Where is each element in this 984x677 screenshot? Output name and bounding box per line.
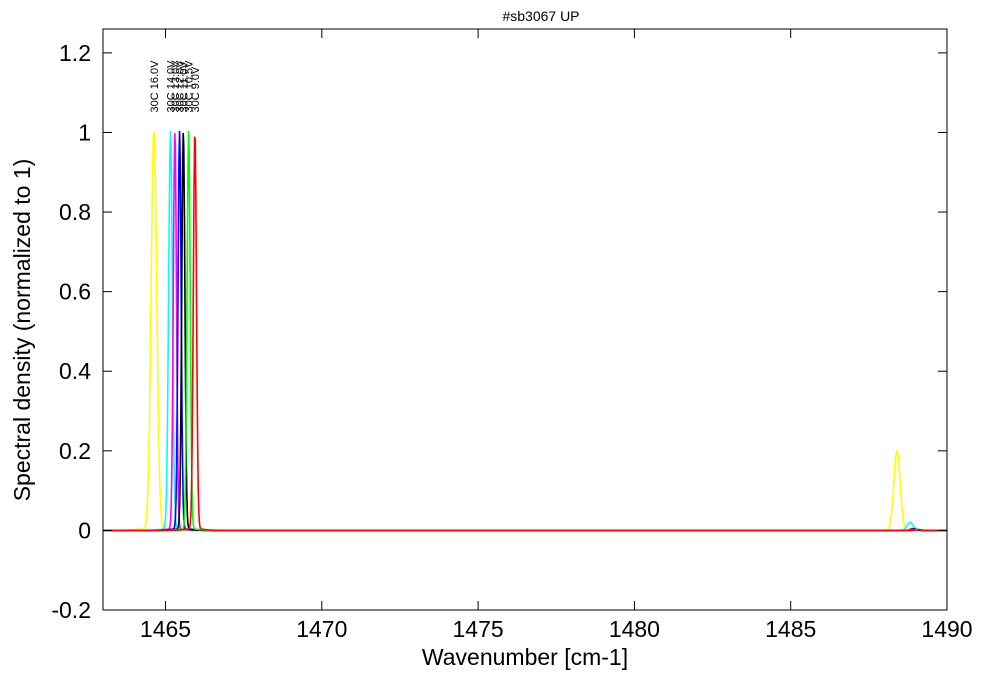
plot-frame: [102, 28, 948, 611]
y-axis-label: Spectral density (normalized to 1): [9, 159, 35, 502]
peak-label: 30C 12.0V: [175, 60, 187, 113]
x-axis: 1465 1470 1475 1480 1485 1490: [140, 29, 973, 642]
series-line-1: [103, 131, 947, 532]
peak-label: 30C 11.0V: [178, 61, 190, 113]
y-axis: -0.2 0 0.2 0.4 0.6 0.8 1 1.2: [51, 40, 947, 623]
x-tick-label: 1470: [296, 616, 347, 642]
y-tick-label: 1: [78, 119, 91, 145]
chart-title: #sb3067 UP: [502, 8, 579, 24]
series-line-6: [103, 131, 947, 532]
x-tick-label: 1485: [765, 616, 816, 642]
x-tick-label: 1475: [453, 616, 504, 642]
series-line-4: [103, 130, 947, 532]
series-line-7: [103, 136, 947, 532]
y-tick-label: 0.2: [59, 438, 91, 464]
series-line-2: [103, 130, 947, 532]
x-tick-label: 1465: [140, 616, 191, 642]
series-layer: [103, 130, 947, 532]
y-tick-label: 0.8: [59, 199, 91, 225]
y-tick-label: 1.2: [59, 40, 91, 66]
peak-label: 30C 13.0V: [170, 60, 182, 113]
peak-label: 30C 16.0V: [149, 60, 161, 113]
y-tick-label: 0.4: [59, 358, 91, 384]
x-axis-label: Wavenumber [cm-1]: [422, 644, 628, 670]
peak-label: 30C 10.5V: [184, 60, 196, 113]
y-tick-label: -0.2: [51, 597, 91, 623]
x-tick-label: 1490: [921, 616, 972, 642]
x-tick-label: 1480: [609, 616, 660, 642]
peak-label: 30C 14.0V: [166, 60, 178, 113]
peak-label: 30C 9.0V: [190, 66, 202, 113]
y-tick-label: 0: [78, 517, 91, 543]
series-line-3: [103, 132, 947, 532]
series-line-5: [103, 132, 947, 532]
y-tick-label: 0.6: [59, 279, 91, 305]
